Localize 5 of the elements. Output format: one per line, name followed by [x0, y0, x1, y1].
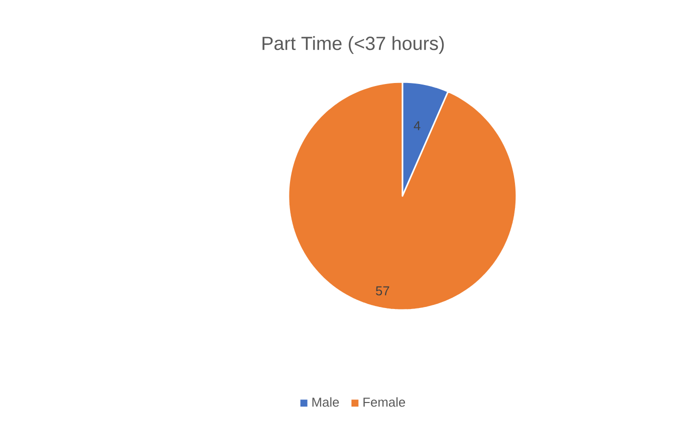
- data-label: 57: [376, 286, 390, 296]
- legend-label: Female: [364, 397, 406, 407]
- data-label: 4: [414, 121, 420, 130]
- chart-title: Part Time (<37 hours): [262, 36, 444, 54]
- legend-label: Male: [312, 397, 339, 407]
